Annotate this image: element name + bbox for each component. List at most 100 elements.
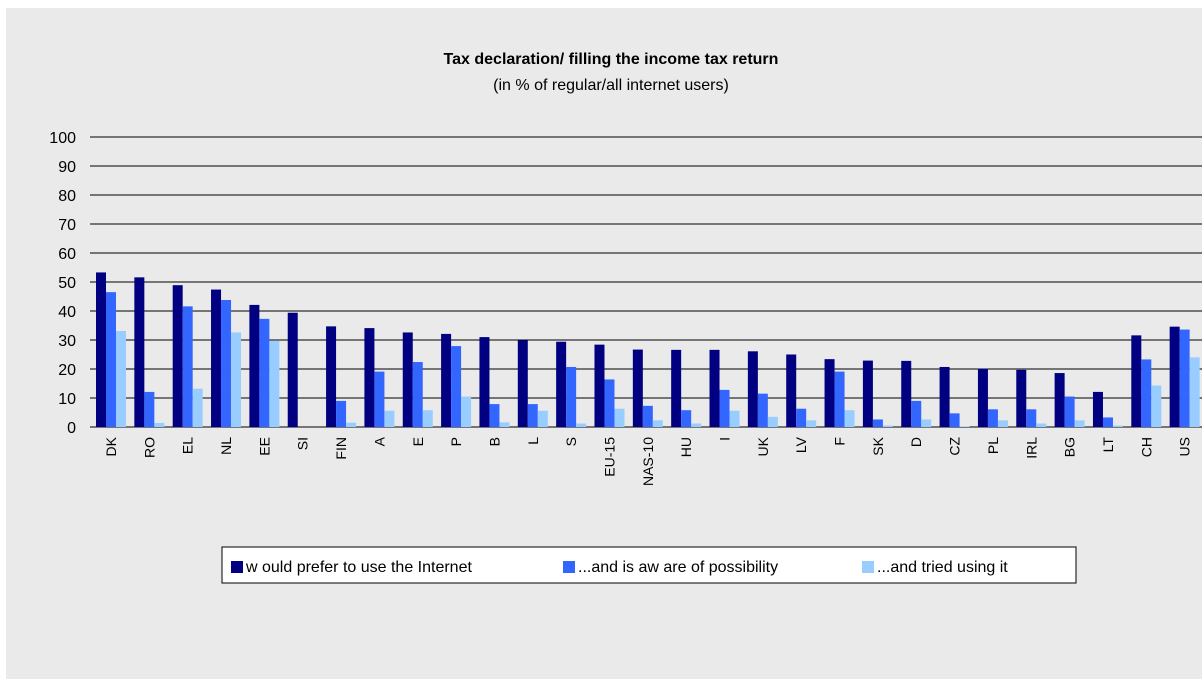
x-category-label: CH [1138,437,1154,457]
bar-SK-series-3 [882,425,893,427]
y-tick-label: 50 [58,275,76,292]
bar-RO-series-2 [144,391,155,427]
bar-S-series-3 [576,423,587,427]
bar-DK-series-3 [116,331,126,427]
x-category-label: BG [1062,437,1078,457]
bar-BG-series-2 [1064,396,1075,427]
bar-CZ-series-1 [939,366,950,427]
bar-IRL-series-1 [1016,369,1027,427]
x-category-label: EL [180,437,196,454]
bar-PL-series-2 [987,409,998,427]
bar-L-series-3 [537,410,548,427]
bar-S-series-2 [566,366,577,427]
legend-label-series-1: w ould prefer to use the Internet [245,559,472,576]
bar-RO-series-3 [154,422,165,427]
bar-LV-series-3 [806,420,817,427]
chart-subtitle: (in % of regular/all internet users) [493,77,729,94]
bars [96,272,1200,427]
y-tick-label: 0 [67,420,76,437]
bar-LV-series-2 [796,408,807,427]
bar-IRL-series-3 [1036,423,1047,427]
legend-label-series-3: ...and tried using it [877,559,1008,576]
legend-swatch-series-2 [563,561,575,573]
bar-P-series-1 [441,333,452,427]
legend: w ould prefer to use the Internet ...and… [221,546,1077,584]
y-tick-label: 100 [49,130,76,147]
legend-label-series-2: ...and is aw are of possibility [578,559,778,576]
bar-UK-series-2 [757,393,768,427]
bar-UK-series-1 [747,351,758,427]
bar-D-series-3 [921,419,932,427]
bar-SI-series-1 [287,312,298,427]
y-tick-label: 20 [58,362,76,379]
bar-PL-series-3 [997,420,1008,427]
bar-LV-series-1 [786,354,797,427]
x-category-label: LV [793,436,809,453]
bar-HU-series-2 [681,410,692,427]
bar-EU-15-series-1 [594,344,605,427]
bar-SK-series-2 [872,419,883,427]
bar-CH-series-3 [1151,385,1162,427]
bar-RO-series-1 [134,277,145,427]
bar-DK-series-1 [96,272,106,427]
bar-I-series-3 [729,410,740,427]
bar-L-series-1 [517,340,528,427]
bar-B-series-3 [499,422,510,427]
bar-F-series-2 [834,371,845,427]
bar-NAS-10-series-3 [652,420,663,427]
bar-CZ-series-2 [949,413,960,427]
bar-F-series-1 [824,359,835,427]
x-category-label: A [371,436,387,446]
chart-area: Tax declaration/ filling the income tax … [6,8,1202,679]
bar-D-series-1 [901,360,912,427]
x-category-label: P [448,437,464,446]
x-category-label: L [525,437,541,445]
x-category-label: S [563,437,579,446]
bar-P-series-2 [451,346,462,427]
x-category-label: EE [256,437,272,456]
y-tick-label: 80 [58,188,76,205]
bar-EE-series-2 [259,318,270,427]
x-category-label: F [832,437,848,446]
x-category-label: B [486,437,502,446]
x-category-label: NL [218,437,234,455]
x-category-label: NAS-10 [640,437,656,486]
bar-EL-series-1 [172,285,183,427]
x-category-label: E [410,437,426,446]
y-tick-label: 40 [58,304,76,321]
bar-HU-series-3 [691,423,702,427]
bar-NL-series-1 [211,289,222,427]
x-category-label: SI [295,437,311,450]
bar-CZ-series-3 [959,426,970,427]
bar-IRL-series-2 [1026,409,1037,427]
bar-US-series-3 [1189,357,1200,427]
bar-E-series-1 [402,332,413,427]
bar-S-series-1 [556,341,567,427]
bar-EL-series-2 [182,306,193,427]
x-category-label: EU-15 [601,437,617,477]
bar-NL-series-3 [231,332,242,427]
x-category-label: DK [103,436,119,456]
x-category-label: IRL [1023,437,1039,459]
x-category-label: UK [755,436,771,456]
x-category-label: HU [678,437,694,457]
bar-A-series-3 [384,410,395,427]
bar-LT-series-1 [1092,391,1103,427]
bar-BG-series-1 [1054,373,1065,427]
y-tick-label: 10 [58,391,76,408]
y-tick-label: 60 [58,246,76,263]
bar-EE-series-1 [249,304,260,427]
chart-svg: Tax declaration/ filling the income tax … [49,51,1202,584]
legend-box [221,546,1077,584]
bar-CH-series-1 [1131,335,1142,427]
bar-E-series-3 [422,410,433,427]
x-category-label: US [1177,437,1193,456]
y-tick-label: 70 [58,217,76,234]
legend-swatch-series-3 [862,561,874,573]
x-category-label: RO [141,437,157,458]
bar-BG-series-3 [1074,420,1085,427]
bar-EU-15-series-2 [604,379,615,427]
bar-EU-15-series-3 [614,408,625,427]
bar-LT-series-2 [1102,417,1113,427]
x-category-label: PL [985,437,1001,454]
